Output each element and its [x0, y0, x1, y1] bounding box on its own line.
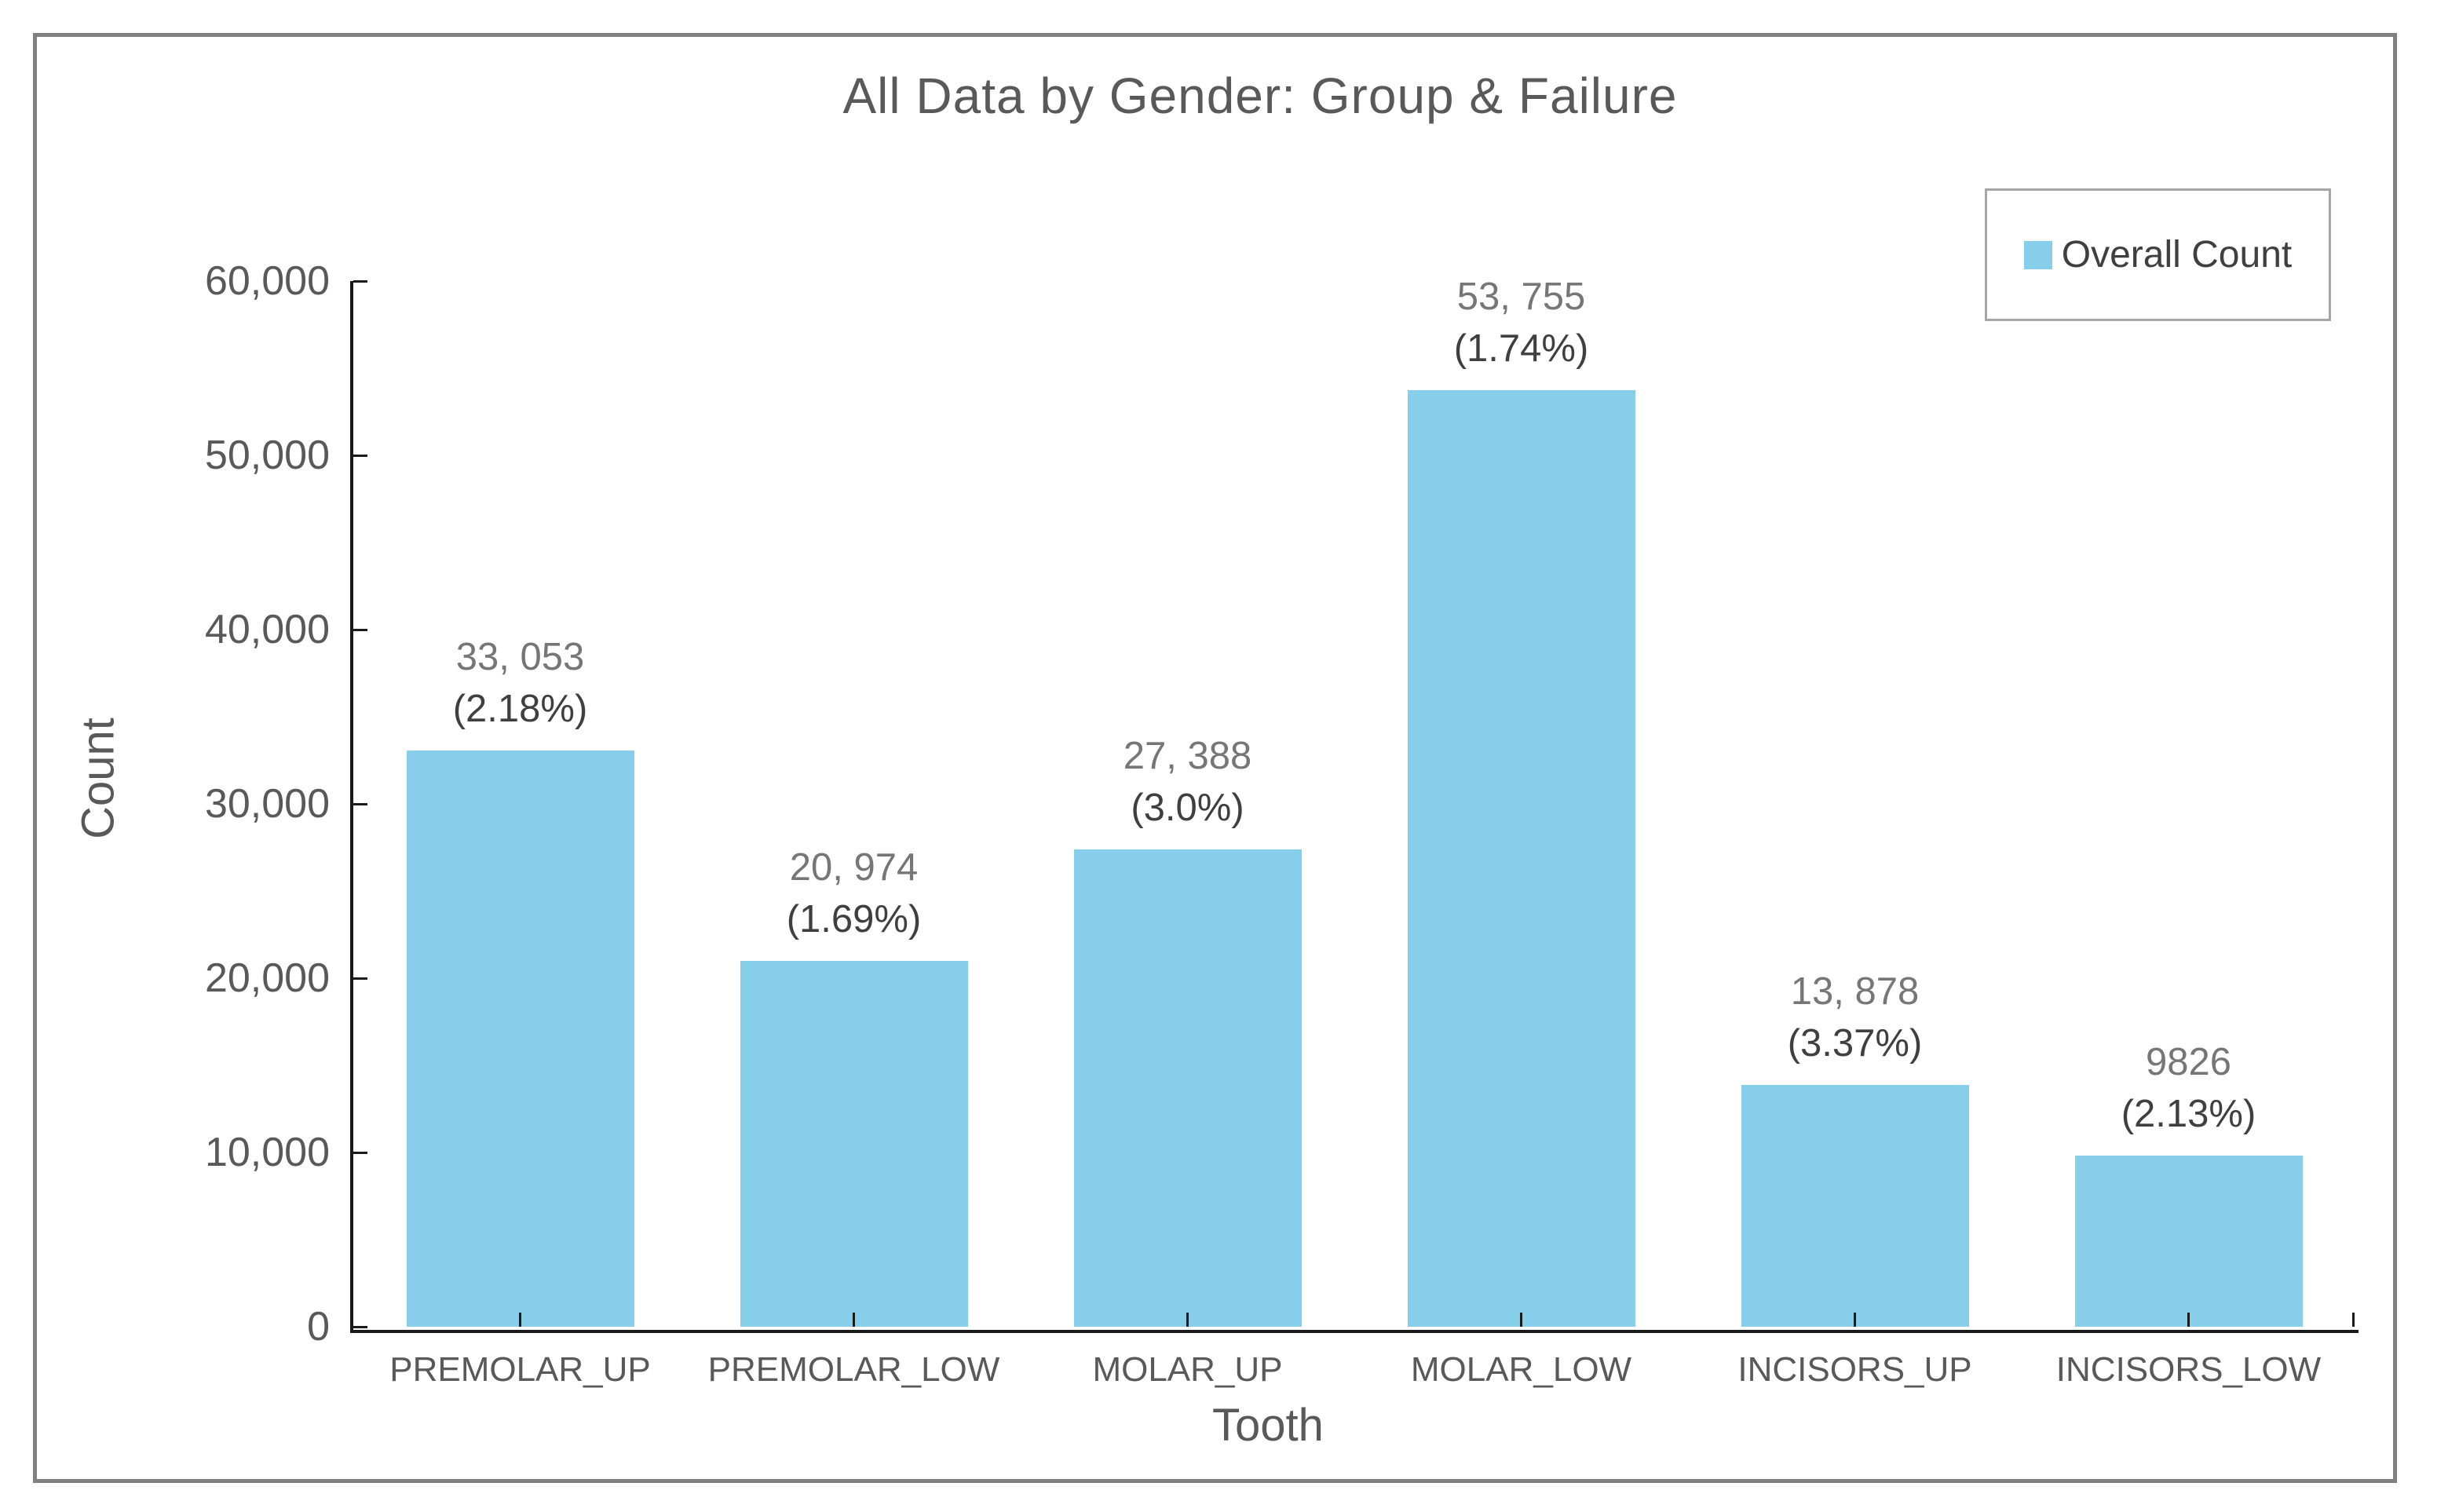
bar-value-label: 9826: [2145, 1040, 2231, 1083]
bar: [2074, 1155, 2303, 1327]
bar: [406, 751, 634, 1327]
legend: Overall Count: [1985, 188, 2331, 321]
bar-percent-label: (1.69%): [786, 898, 922, 941]
x-tick-label: MOLAR_LOW: [1410, 1350, 1632, 1389]
bar-value-label: 13, 878: [1790, 970, 1920, 1013]
bar-label: 9826 (2.13%): [1985, 1036, 2393, 1140]
bar-label: 20, 974 (1.69%): [650, 842, 1058, 945]
x-tick-label: PREMOLAR_LOW: [707, 1350, 1000, 1389]
bar-label: 53, 755 (1.74%): [1317, 271, 1726, 374]
y-tick-label: 10,000: [204, 1130, 330, 1175]
y-axis-tick: [353, 1325, 367, 1328]
bar-label: 33, 053 (2.18%): [316, 631, 725, 735]
bar-percent-label: (2.18%): [452, 688, 588, 731]
bar-value-label: 53, 755: [1456, 275, 1586, 318]
bar-label: 13, 878 (3.37%): [1651, 966, 2059, 1069]
bar-percent-label: (3.0%): [1131, 786, 1244, 829]
x-axis-tick: [1520, 1313, 1522, 1327]
y-tick-label: 0: [307, 1304, 330, 1349]
x-tick-label: PREMOLAR_UP: [389, 1350, 651, 1389]
y-tick-label: 40,000: [204, 607, 330, 652]
bar-percent-label: (3.37%): [1787, 1021, 1923, 1065]
bar: [740, 961, 968, 1327]
y-axis-tick: [353, 628, 367, 631]
x-axis-tick: [853, 1313, 855, 1327]
y-axis-tick: [353, 977, 367, 980]
x-tick-label: INCISORS_LOW: [2055, 1350, 2322, 1389]
y-axis-tick: [353, 279, 367, 283]
y-tick-label: 60,000: [204, 258, 330, 304]
bar-percent-label: (2.13%): [2121, 1092, 2256, 1135]
y-axis-title: Count: [72, 718, 124, 839]
x-tick-label: INCISORS_UP: [1737, 1350, 1972, 1389]
x-axis-tick: [1854, 1313, 1856, 1327]
bar-value-label: 27, 388: [1123, 734, 1252, 777]
x-axis-tick: [2187, 1313, 2190, 1327]
bar: [1073, 849, 1302, 1327]
bar-label: 27, 388 (3.0%): [984, 730, 1392, 834]
y-axis-tick: [353, 454, 367, 457]
bar-value-label: 33, 053: [455, 636, 585, 679]
x-tick-label: MOLAR_UP: [1092, 1350, 1283, 1389]
bar-percent-label: (1.74%): [1453, 327, 1589, 370]
bar: [1407, 389, 1635, 1327]
plot-area: [350, 281, 2359, 1333]
x-axis-end-tick: [2352, 1313, 2355, 1327]
bar: [1741, 1084, 1969, 1327]
y-axis-tick: [353, 802, 367, 805]
y-tick-label: 20,000: [204, 955, 330, 1001]
x-axis-title: Tooth: [1212, 1400, 1324, 1451]
legend-swatch-icon: [2023, 240, 2052, 269]
y-tick-label: 50,000: [204, 433, 330, 478]
x-axis-tick: [1186, 1313, 1189, 1327]
y-axis-tick: [353, 1151, 367, 1154]
figure-border: [33, 33, 2397, 1483]
legend-label: Overall Count: [2061, 234, 2293, 276]
x-axis-tick: [519, 1313, 521, 1327]
chart-title: All Data by Gender: Group & Failure: [842, 68, 1678, 124]
y-tick-label: 30,000: [204, 781, 330, 827]
bar-value-label: 20, 974: [789, 846, 919, 889]
